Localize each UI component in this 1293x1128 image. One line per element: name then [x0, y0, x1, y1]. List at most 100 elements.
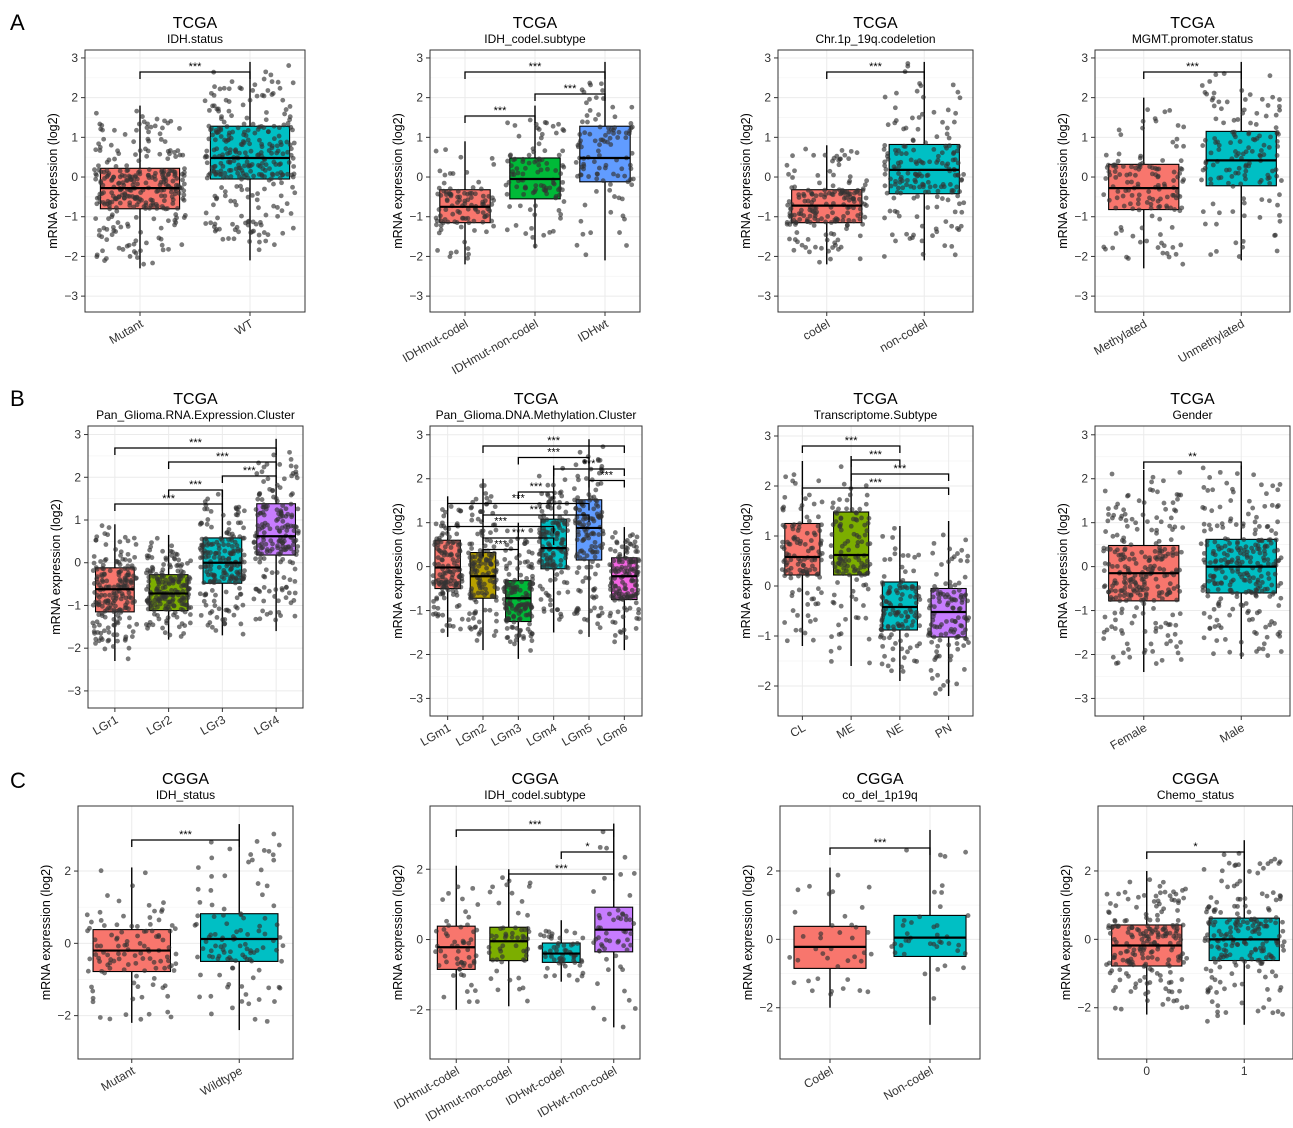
data-point — [819, 590, 824, 596]
data-point — [1117, 598, 1123, 604]
data-point — [863, 615, 869, 621]
data-point — [941, 683, 946, 688]
data-point — [278, 161, 283, 167]
data-point — [167, 928, 173, 934]
data-point — [903, 151, 909, 156]
data-point — [154, 594, 159, 600]
data-point — [911, 147, 917, 153]
data-point — [1265, 653, 1271, 658]
data-point — [197, 591, 203, 597]
data-point — [286, 590, 292, 596]
significance-bracket — [114, 503, 224, 511]
data-point — [545, 491, 550, 497]
data-point — [1218, 175, 1224, 180]
data-point — [133, 960, 139, 966]
data-point — [1246, 163, 1252, 169]
data-point — [212, 603, 218, 609]
data-point — [1158, 624, 1164, 630]
data-point — [242, 568, 247, 574]
data-point — [233, 958, 239, 964]
data-point — [556, 590, 562, 596]
data-point — [609, 593, 615, 599]
data-point — [1201, 610, 1207, 616]
data-point — [451, 539, 457, 545]
data-point — [510, 625, 516, 630]
data-point — [532, 212, 538, 218]
data-point — [434, 596, 440, 602]
data-point — [600, 88, 605, 93]
data-point — [545, 482, 551, 488]
data-point — [817, 180, 822, 186]
data-point — [932, 183, 938, 189]
data-point — [211, 202, 216, 208]
data-point — [238, 591, 244, 597]
data-point — [217, 86, 223, 92]
data-point — [1171, 586, 1177, 591]
data-point — [880, 581, 886, 587]
data-point — [177, 126, 182, 131]
data-point — [207, 567, 213, 572]
data-point — [285, 149, 291, 155]
data-point — [636, 607, 642, 612]
data-point — [118, 224, 124, 230]
data-point — [1174, 143, 1179, 149]
data-point — [786, 199, 792, 204]
data-point — [450, 973, 456, 978]
data-point — [112, 622, 117, 628]
data-point — [443, 931, 449, 937]
data-point — [1226, 180, 1231, 186]
data-point — [809, 191, 815, 197]
data-point — [158, 137, 164, 142]
data-point — [273, 617, 279, 623]
data-point — [526, 152, 532, 158]
data-point — [1202, 221, 1208, 227]
data-point — [576, 607, 581, 612]
data-point — [182, 582, 188, 588]
data-point — [267, 166, 272, 171]
data-point — [952, 252, 958, 258]
data-point — [277, 462, 283, 467]
data-point — [228, 576, 234, 582]
data-point — [630, 559, 636, 565]
data-point — [240, 170, 246, 176]
data-point — [1156, 204, 1162, 210]
data-point — [819, 216, 824, 222]
data-point — [782, 557, 788, 563]
data-point — [488, 561, 494, 567]
data-point — [930, 233, 935, 239]
data-point — [1252, 519, 1258, 525]
data-point — [574, 570, 580, 575]
data-point — [266, 588, 272, 594]
data-point — [529, 550, 535, 556]
data-point — [256, 162, 261, 168]
data-point — [454, 531, 460, 537]
data-point — [149, 197, 155, 203]
data-point — [174, 552, 180, 557]
data-point — [172, 222, 177, 228]
data-point — [162, 118, 167, 124]
data-point — [1110, 596, 1116, 602]
data-point — [1113, 617, 1118, 623]
significance-label: ** — [1188, 451, 1197, 463]
data-point — [541, 564, 547, 570]
data-point — [183, 602, 188, 608]
data-point — [528, 528, 534, 533]
data-point — [144, 125, 150, 131]
data-point — [1116, 151, 1122, 157]
data-point — [896, 171, 901, 176]
data-point — [840, 218, 846, 223]
data-point — [242, 941, 248, 947]
data-point — [1246, 498, 1252, 504]
data-point — [1249, 148, 1255, 154]
data-point — [256, 492, 262, 498]
data-point — [563, 555, 568, 561]
data-point — [816, 549, 822, 555]
data-point — [133, 214, 139, 220]
data-point — [114, 208, 120, 214]
data-point — [156, 933, 162, 938]
data-point — [927, 184, 933, 190]
data-point — [577, 449, 583, 455]
chart-title: TCGA — [513, 15, 558, 32]
data-point — [955, 89, 961, 95]
data-point — [186, 605, 192, 611]
